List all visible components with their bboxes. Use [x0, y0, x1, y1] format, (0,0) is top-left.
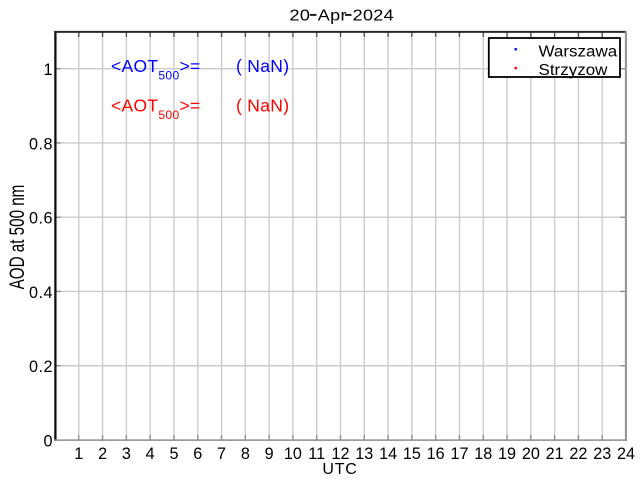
svg-text:7: 7	[217, 445, 226, 463]
svg-text:11: 11	[308, 445, 325, 463]
svg-text:14: 14	[379, 445, 397, 463]
svg-text:Warszawa: Warszawa	[539, 43, 619, 60]
svg-text:UTC: UTC	[322, 461, 357, 478]
svg-text:1: 1	[43, 61, 53, 79]
svg-text:9: 9	[265, 445, 274, 463]
svg-text:20: 20	[522, 445, 540, 463]
svg-text:( NaN): ( NaN)	[236, 56, 289, 76]
svg-text:Strzyzow: Strzyzow	[539, 62, 608, 79]
svg-text:4: 4	[146, 445, 155, 463]
svg-text:21: 21	[546, 445, 564, 463]
svg-text:24: 24	[617, 445, 635, 463]
svg-text:22: 22	[569, 445, 587, 463]
svg-text:AOD at 500 nm: AOD at 500 nm	[4, 185, 28, 290]
svg-text:13: 13	[355, 445, 373, 463]
svg-text:3: 3	[122, 445, 131, 463]
svg-text:2: 2	[98, 445, 107, 463]
svg-text:16: 16	[427, 445, 445, 463]
svg-text:23: 23	[593, 445, 611, 463]
svg-text:0: 0	[43, 432, 53, 450]
svg-text:( NaN): ( NaN)	[236, 96, 289, 116]
svg-text:18: 18	[474, 445, 492, 463]
svg-text:17: 17	[450, 445, 468, 463]
svg-text:0.6: 0.6	[29, 210, 53, 228]
svg-text:0.4: 0.4	[29, 284, 53, 302]
svg-text:19: 19	[498, 445, 516, 463]
svg-text:8: 8	[241, 445, 250, 463]
svg-text:1: 1	[74, 445, 83, 463]
svg-text:6: 6	[193, 445, 202, 463]
svg-text:10: 10	[284, 445, 302, 463]
svg-text:12: 12	[331, 445, 349, 463]
svg-text:0.2: 0.2	[29, 358, 53, 376]
svg-text:0.8: 0.8	[29, 135, 53, 153]
svg-text:15: 15	[403, 445, 421, 463]
svg-text:5: 5	[169, 445, 178, 463]
svg-text:20: 20	[290, 7, 311, 25]
svg-text:Apr: Apr	[318, 7, 347, 25]
svg-text:2024: 2024	[353, 7, 394, 25]
